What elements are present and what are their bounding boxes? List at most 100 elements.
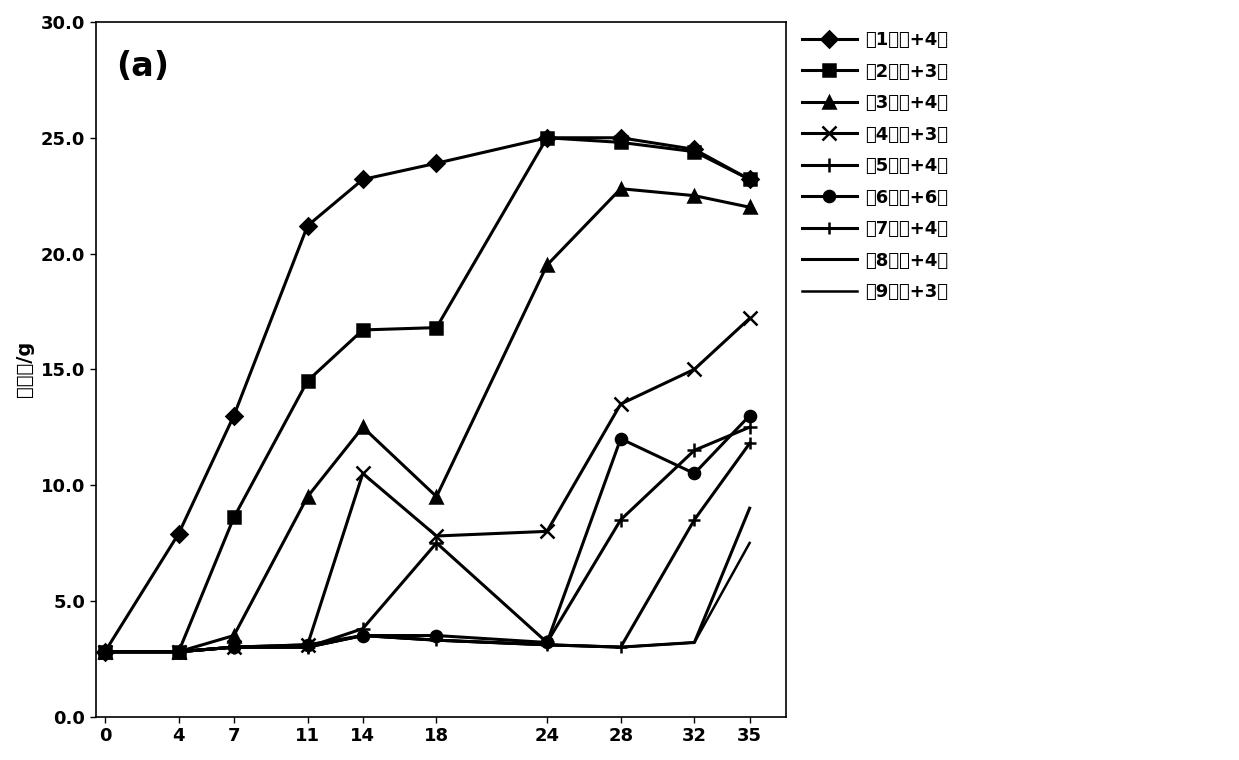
第1批次+4天 (686, 145, 701, 154)
第5批次+4天 (686, 446, 701, 455)
第6批次+6天 (98, 648, 113, 657)
第9批次+3天 (98, 648, 113, 657)
第9批次+3天 (613, 642, 628, 651)
第4批次+3天 (98, 648, 113, 657)
第9批次+3天 (171, 648, 186, 657)
第4批次+3天 (613, 400, 628, 409)
Line: 第3批次+4天: 第3批次+4天 (99, 182, 756, 658)
第6批次+6天 (227, 642, 242, 651)
第2批次+3天 (98, 648, 113, 657)
Legend: 第1批次+4天, 第2批次+3天, 第3批次+4天, 第4批次+3天, 第5批次+4天, 第6批次+6天, 第7批次+4天, 第8批次+4天, 第9批次+3天: 第1批次+4天, 第2批次+3天, 第3批次+4天, 第4批次+3天, 第5批次… (803, 31, 949, 302)
第8批次+4天 (742, 504, 757, 513)
第7批次+4天 (171, 648, 186, 657)
第6批次+6天 (171, 648, 186, 657)
第5批次+4天 (356, 624, 370, 633)
第4批次+3天 (429, 531, 444, 540)
第1批次+4天 (613, 133, 628, 142)
第3批次+4天 (171, 648, 186, 657)
第2批次+3天 (171, 648, 186, 657)
第1批次+4天 (429, 159, 444, 168)
第4批次+3天 (300, 640, 315, 649)
Line: 第5批次+4天: 第5批次+4天 (98, 420, 757, 659)
第7批次+4天 (300, 642, 315, 651)
第2批次+3天 (227, 513, 242, 522)
第8批次+4天 (356, 631, 370, 640)
第7批次+4天 (539, 640, 554, 649)
第3批次+4天 (742, 203, 757, 212)
第8批次+4天 (98, 648, 113, 657)
第1批次+4天 (300, 221, 315, 230)
第2批次+3天 (356, 325, 370, 334)
第5批次+4天 (227, 642, 242, 651)
第4批次+3天 (686, 365, 701, 374)
第1批次+4天 (171, 529, 186, 538)
第1批次+4天 (539, 133, 554, 142)
Y-axis label: 千粒重/g: 千粒重/g (15, 341, 33, 397)
第3批次+4天 (686, 191, 701, 200)
第7批次+4天 (686, 515, 701, 524)
第8批次+4天 (227, 642, 242, 651)
第8批次+4天 (300, 642, 315, 651)
第9批次+3天 (356, 631, 370, 640)
第8批次+4天 (171, 648, 186, 657)
第6批次+6天 (613, 434, 628, 443)
第5批次+4天 (171, 648, 186, 657)
第7批次+4天 (742, 439, 757, 448)
第3批次+4天 (539, 261, 554, 270)
第7批次+4天 (429, 635, 444, 644)
第6批次+6天 (429, 631, 444, 640)
第6批次+6天 (300, 640, 315, 649)
第5批次+4天 (300, 642, 315, 651)
Line: 第9批次+3天: 第9批次+3天 (105, 543, 750, 652)
第1批次+4天 (98, 648, 113, 657)
第3批次+4天 (356, 423, 370, 432)
第4批次+3天 (171, 648, 186, 657)
第5批次+4天 (98, 648, 113, 657)
第3批次+4天 (613, 184, 628, 193)
第4批次+3天 (356, 469, 370, 478)
第3批次+4天 (227, 631, 242, 640)
第6批次+6天 (356, 631, 370, 640)
第5批次+4天 (539, 638, 554, 647)
第7批次+4天 (227, 642, 242, 651)
第1批次+4天 (227, 411, 242, 420)
第4批次+3天 (227, 642, 242, 651)
Line: 第6批次+6天: 第6批次+6天 (99, 410, 756, 657)
第2批次+3天 (300, 376, 315, 385)
第9批次+3天 (539, 640, 554, 649)
第1批次+4天 (742, 175, 757, 184)
Line: 第2批次+3天: 第2批次+3天 (99, 131, 756, 658)
第3批次+4天 (429, 492, 444, 501)
第8批次+4天 (539, 640, 554, 649)
第5批次+4天 (613, 515, 628, 524)
第3批次+4天 (300, 492, 315, 501)
第2批次+3天 (429, 323, 444, 332)
第5批次+4天 (742, 423, 757, 432)
第9批次+3天 (686, 638, 701, 647)
第3批次+4天 (98, 648, 113, 657)
第8批次+4天 (613, 642, 628, 651)
第9批次+3天 (227, 642, 242, 651)
第7批次+4天 (98, 648, 113, 657)
第7批次+4天 (356, 631, 370, 640)
第4批次+3天 (742, 314, 757, 323)
第2批次+3天 (686, 147, 701, 157)
第2批次+3天 (539, 133, 554, 142)
Line: 第4批次+3天: 第4批次+3天 (98, 312, 757, 659)
Line: 第1批次+4天: 第1批次+4天 (99, 132, 756, 657)
Line: 第7批次+4天: 第7批次+4天 (99, 438, 756, 657)
第8批次+4天 (429, 635, 444, 644)
第6批次+6天 (539, 638, 554, 647)
第8批次+4天 (686, 638, 701, 647)
第5批次+4天 (429, 538, 444, 547)
第2批次+3天 (742, 175, 757, 184)
第6批次+6天 (742, 411, 757, 420)
第6批次+6天 (686, 469, 701, 478)
Line: 第8批次+4天: 第8批次+4天 (105, 508, 750, 652)
第9批次+3天 (300, 642, 315, 651)
第2批次+3天 (613, 138, 628, 147)
第9批次+3天 (742, 538, 757, 547)
第7批次+4天 (613, 642, 628, 651)
Text: (a): (a) (116, 50, 170, 83)
第1批次+4天 (356, 175, 370, 184)
